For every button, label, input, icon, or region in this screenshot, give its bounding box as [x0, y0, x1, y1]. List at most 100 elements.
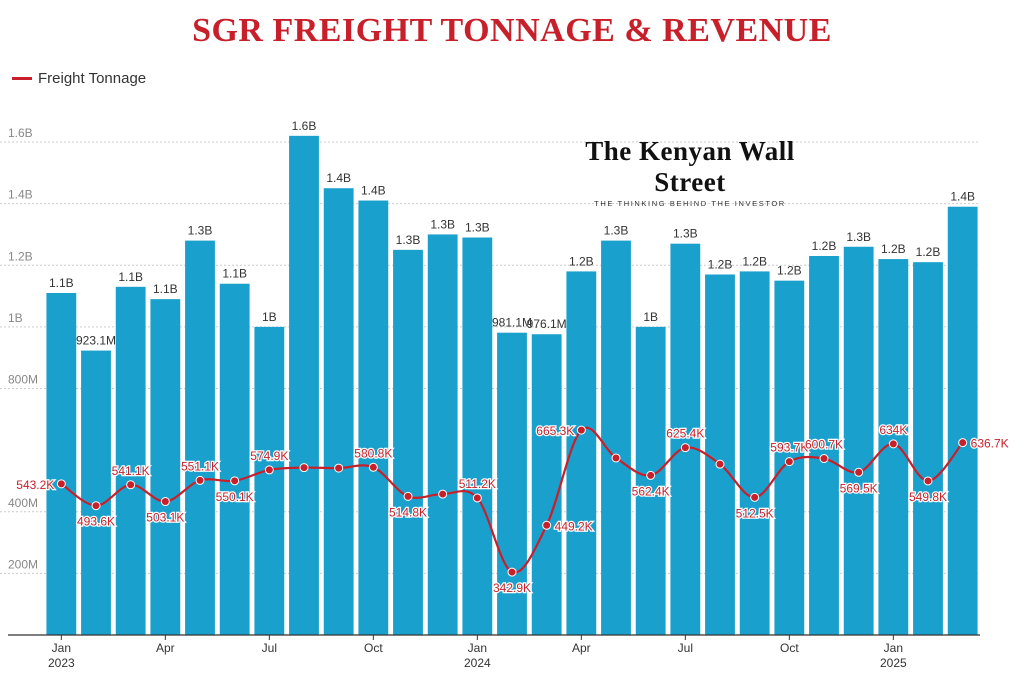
revenue-bar: [46, 292, 77, 635]
freight-tonnage-label: 503.1K: [146, 511, 184, 525]
freight-tonnage-point: [368, 462, 378, 472]
revenue-bar-label: 1.3B: [604, 224, 629, 238]
revenue-bar: [843, 246, 874, 635]
revenue-bar: [635, 326, 666, 635]
freight-tonnage-label: 634K: [879, 423, 907, 437]
freight-tonnage-label: 449.2K: [555, 519, 593, 533]
freight-tonnage-point: [334, 463, 344, 473]
freight-tonnage-point: [611, 453, 621, 463]
revenue-bar: [150, 299, 181, 635]
y-tick-label: 1.4B: [8, 188, 33, 202]
freight-tonnage-label: 549.8K: [909, 490, 947, 504]
revenue-bar: [809, 256, 839, 635]
revenue-bar-label: 1.1B: [222, 267, 247, 281]
x-tick-label: Apr: [572, 641, 591, 655]
freight-tonnage-point: [403, 491, 413, 501]
freight-tonnage-point: [264, 465, 274, 475]
revenue-bar: [81, 350, 111, 635]
freight-tonnage-point: [542, 520, 552, 530]
revenue-bar-label: 1.3B: [188, 224, 213, 238]
freight-tonnage-label: 550.1K: [216, 490, 254, 504]
revenue-bar: [185, 240, 215, 635]
revenue-bar: [601, 240, 631, 635]
revenue-bar: [947, 206, 978, 636]
freight-tonnage-label: 593.7K: [770, 441, 808, 455]
revenue-bar-label: 1.2B: [916, 245, 941, 259]
revenue-bar: [323, 188, 354, 635]
x-tick-year: 2025: [880, 656, 907, 670]
revenue-bar-label: 1.2B: [569, 254, 594, 268]
revenue-bar: [393, 249, 423, 635]
x-tick-label: Jul: [678, 641, 693, 655]
revenue-bar-label: 1.1B: [49, 276, 74, 290]
freight-tonnage-point: [888, 439, 898, 449]
freight-tonnage-point: [507, 567, 517, 577]
x-tick-label: Jan: [468, 641, 487, 655]
freight-tonnage-point: [784, 457, 794, 467]
watermark-name: The Kenyan Wall Street: [585, 136, 795, 197]
freight-tonnage-label: 625.4K: [666, 427, 704, 441]
revenue-bar-label: 1.3B: [846, 230, 871, 244]
freight-tonnage-point: [472, 493, 482, 503]
freight-tonnage-label: 512.5K: [736, 506, 774, 520]
x-tick-year: 2023: [48, 656, 75, 670]
freight-tonnage-label: 580.8K: [354, 446, 392, 460]
revenue-bar: [705, 274, 735, 635]
chart-title: SGR FREIGHT TONNAGE & REVENUE: [192, 12, 832, 49]
freight-tonnage-label: 514.8K: [389, 505, 427, 519]
revenue-bar-label: 1.4B: [361, 184, 386, 198]
freight-tonnage-label: 574.9K: [250, 449, 288, 463]
freight-tonnage-point: [160, 497, 170, 507]
freight-tonnage-point: [91, 501, 101, 511]
revenue-bar: [219, 283, 250, 635]
revenue-bar: [670, 243, 701, 635]
revenue-bar: [254, 326, 285, 635]
freight-tonnage-label: 562.4K: [632, 484, 670, 498]
revenue-bar-label: 1.2B: [812, 239, 837, 253]
revenue-bar: [358, 200, 389, 635]
revenue-bar: [462, 237, 493, 636]
x-tick-label: Apr: [156, 641, 175, 655]
revenue-bar: [115, 286, 146, 635]
revenue-bar-label: 1.3B: [430, 217, 455, 231]
revenue-bar-label: 1.2B: [777, 264, 802, 278]
y-tick-label: 1B: [8, 311, 23, 325]
x-tick-year: 2024: [464, 656, 491, 670]
revenue-bar-label: 1.1B: [153, 282, 178, 296]
revenue-bar-label: 1.2B: [881, 242, 906, 256]
revenue-bar: [497, 332, 527, 635]
freight-tonnage-label: 665.3K: [536, 424, 574, 438]
legend-line-swatch: [12, 77, 32, 80]
legend[interactable]: Freight Tonnage: [12, 70, 146, 87]
legend-label: Freight Tonnage: [38, 70, 147, 87]
freight-tonnage-label: 342.9K: [493, 581, 531, 595]
revenue-bar: [739, 271, 770, 635]
x-tick-label: Oct: [364, 641, 383, 655]
watermark-tagline: THE THINKING BEHIND THE INVESTOR: [594, 199, 786, 208]
freight-tonnage-label: 543.2K: [16, 478, 54, 492]
freight-tonnage-point: [438, 489, 448, 499]
revenue-bar-label: 1B: [643, 310, 658, 324]
revenue-bar-label: 976.1M: [527, 317, 567, 331]
revenue-bar-label: 1.2B: [742, 254, 767, 268]
y-tick-label: 200M: [8, 557, 38, 571]
freight-tonnage-label: 493.6K: [77, 515, 115, 529]
watermark-logo: The Kenyan Wall Street THE THINKING BEHI…: [560, 136, 820, 208]
revenue-bar-label: 1.2B: [708, 257, 733, 271]
freight-tonnage-label: 636.7K: [971, 437, 1009, 451]
freight-tonnage-point: [750, 492, 760, 502]
freight-tonnage-point: [126, 480, 136, 490]
revenue-bar-label: 1.1B: [118, 270, 143, 284]
revenue-bar-label: 981.1M: [492, 316, 532, 330]
freight-tonnage-point: [195, 475, 205, 485]
revenue-bar: [289, 135, 319, 635]
x-tick-label: Jul: [262, 641, 277, 655]
x-tick-label: Jan: [884, 641, 903, 655]
freight-tonnage-point: [576, 425, 586, 435]
revenue-bar-label: 1.3B: [396, 233, 421, 247]
y-tick-label: 1.2B: [8, 249, 33, 263]
y-tick-label: 1.6B: [8, 126, 33, 140]
freight-tonnage-point: [923, 476, 933, 486]
revenue-bar-label: 1.4B: [326, 171, 351, 185]
